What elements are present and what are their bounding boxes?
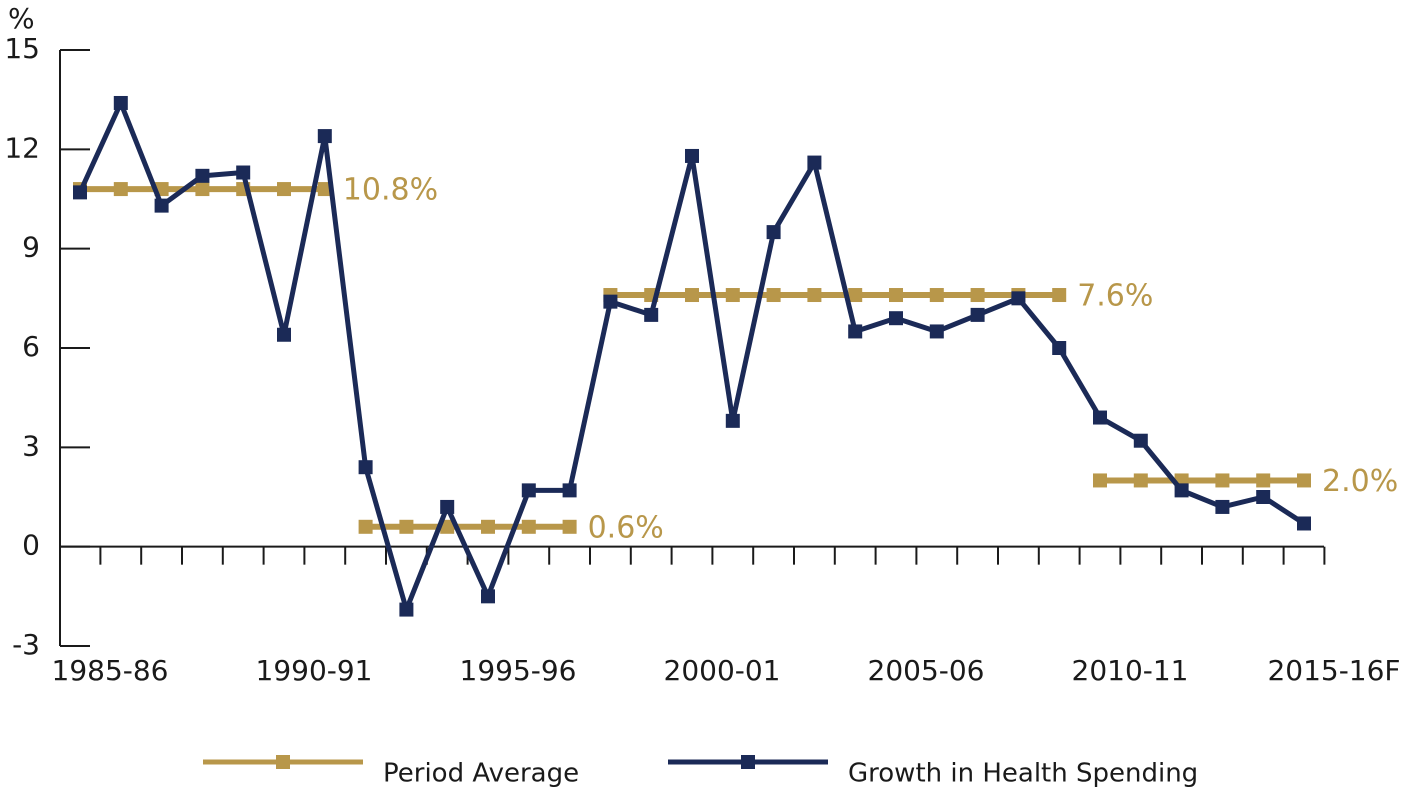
marker — [970, 288, 985, 303]
marker — [685, 288, 699, 303]
x-tick-label: 2005-06 — [868, 654, 985, 687]
marker — [1133, 433, 1148, 448]
marker — [1297, 516, 1311, 531]
legend-marker — [741, 755, 755, 769]
marker — [1052, 341, 1067, 355]
marker — [1215, 473, 1230, 488]
x-tick-label: 2015-16F — [1267, 654, 1400, 687]
marker — [1011, 291, 1026, 306]
marker — [807, 288, 822, 303]
legend-label: Growth in Health Spending — [848, 759, 1198, 789]
marker — [440, 499, 455, 514]
marker — [603, 294, 618, 309]
marker — [725, 413, 740, 428]
marker — [1174, 483, 1189, 498]
marker — [970, 307, 985, 322]
data-label: 0.6% — [588, 510, 664, 545]
marker — [277, 327, 291, 342]
marker — [1052, 288, 1067, 303]
marker — [766, 288, 781, 303]
y-tick-label: 15 — [4, 32, 40, 65]
marker — [889, 311, 903, 326]
y-tick-label: -3 — [12, 628, 40, 661]
marker — [562, 519, 577, 534]
marker — [889, 288, 903, 303]
marker — [236, 165, 251, 180]
marker — [317, 182, 332, 197]
marker — [358, 460, 373, 475]
marker — [1215, 499, 1230, 514]
data-label: 7.6% — [1077, 279, 1153, 314]
marker — [1093, 410, 1107, 425]
marker — [685, 148, 699, 163]
marker — [766, 225, 781, 240]
y-tick-label: 6 — [22, 330, 40, 363]
marker — [399, 602, 414, 617]
x-tick-label: 2010-11 — [1072, 654, 1189, 687]
x-tick-label: 2000-01 — [664, 654, 781, 687]
marker — [113, 95, 128, 110]
legend-marker — [276, 755, 290, 769]
marker — [399, 519, 414, 534]
marker — [113, 182, 128, 197]
series-line — [77, 100, 1306, 613]
marker — [358, 519, 373, 534]
marker — [277, 182, 291, 197]
y-tick-label: 9 — [22, 231, 40, 264]
marker — [848, 288, 863, 303]
x-tick-label: 1990-91 — [256, 654, 373, 687]
marker — [929, 324, 944, 339]
marker — [481, 519, 495, 534]
marker — [1256, 473, 1271, 488]
marker — [195, 182, 210, 197]
x-tick-label: 1985-86 — [52, 654, 169, 687]
marker — [562, 483, 577, 498]
x-tick-label: 1995-96 — [460, 654, 577, 687]
marker — [195, 168, 210, 183]
marker — [521, 483, 536, 498]
marker — [1256, 490, 1271, 504]
marker — [521, 519, 536, 534]
marker — [1093, 473, 1107, 488]
marker — [154, 198, 169, 213]
marker — [929, 288, 944, 303]
marker — [317, 129, 332, 144]
marker — [807, 155, 822, 170]
marker — [1133, 473, 1148, 488]
y-tick-label: 12 — [4, 131, 40, 164]
legend-label: Period Average — [383, 759, 579, 789]
y-axis-label: % — [8, 2, 35, 35]
marker — [481, 589, 495, 604]
marker — [73, 185, 87, 200]
marker — [440, 519, 455, 534]
marker — [1297, 473, 1311, 488]
marker — [725, 288, 740, 303]
y-tick-label: 3 — [22, 429, 40, 462]
data-label: 2.0% — [1322, 464, 1398, 499]
marker — [644, 307, 659, 322]
marker — [848, 324, 863, 339]
y-tick-label: 0 — [22, 529, 40, 562]
data-label: 10.8% — [343, 173, 438, 208]
